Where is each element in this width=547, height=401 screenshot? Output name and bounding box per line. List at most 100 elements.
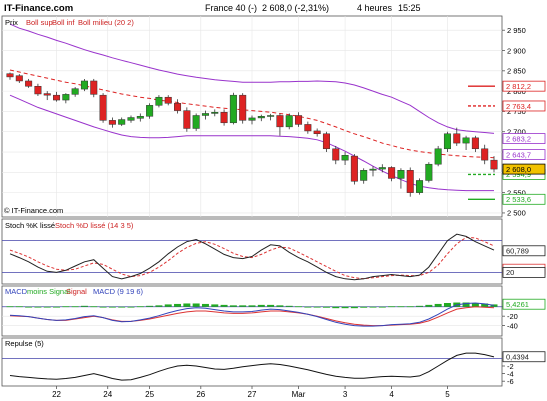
macd-histogram-bar [490, 304, 498, 307]
macd-histogram-bar [155, 305, 163, 307]
x-tick-label: 26 [196, 390, 205, 399]
candle-body [118, 119, 126, 125]
price-tick-label: 2 700 [507, 128, 526, 137]
macd-histogram-bar [388, 306, 396, 308]
candle-body [108, 120, 116, 125]
candle-body [136, 116, 144, 119]
stoch-value-label-box [502, 245, 546, 257]
candle-body [369, 168, 377, 171]
x-tick-label: 4 [389, 390, 394, 399]
macd-histogram-bar [174, 303, 182, 307]
momentum-panel [1, 337, 503, 387]
stochastic-panel [1, 218, 503, 285]
macd-histogram-bar [295, 306, 303, 308]
candle-body [53, 94, 61, 101]
macd-histogram-bar [90, 306, 98, 308]
macd-histogram-bar [313, 306, 321, 308]
candle-body [229, 94, 237, 124]
pivot-label: 2 812,2 [506, 82, 531, 91]
candle-body [62, 94, 70, 101]
candle-body [257, 116, 265, 119]
candle-body [350, 155, 358, 182]
price-tick-label: 2 550 [507, 188, 526, 197]
macd-histogram-bar [25, 306, 33, 308]
candle-body [397, 170, 405, 179]
bollinger-upper-line [9, 23, 495, 134]
macd-legend-params: MACD (9 19 6) [93, 287, 144, 296]
bollinger-middle-line [9, 69, 495, 159]
macd-histogram-bar [239, 305, 247, 307]
band-value-label-box [502, 133, 546, 144]
macd-histogram-bar [6, 306, 14, 308]
candle-body [43, 93, 51, 96]
macd-histogram-bar [53, 306, 61, 308]
macd-histogram-bar [369, 306, 377, 308]
macd-histogram-bar [425, 304, 433, 307]
macd-histogram-bar [211, 304, 219, 307]
candle-body [174, 103, 182, 111]
last-price-label-box [502, 163, 546, 175]
macd-histogram-bar [443, 303, 451, 307]
pivot-label: 2 533,6 [506, 195, 531, 204]
macd-histogram-bar [99, 306, 107, 308]
price-tick-label: 2 750 [507, 107, 526, 116]
macd-histogram-bar [248, 305, 256, 307]
candle-body [462, 137, 470, 144]
stoch-value-label-box [502, 266, 546, 278]
band-value-label: 2 643,7 [506, 150, 531, 159]
macd-histogram-bar [146, 305, 154, 307]
candle-body [425, 163, 433, 181]
candle-body [71, 88, 79, 95]
macd-histogram-bar [481, 303, 489, 307]
macd-tick-label: -40 [507, 321, 518, 330]
stoch-legend-k: Stoch %K lissé [5, 221, 55, 230]
macd-histogram-bar [304, 306, 312, 308]
momentum-tick-label: -2 [507, 362, 514, 371]
candle-body [267, 115, 275, 117]
band-value-label: 2 683,2 [506, 134, 531, 143]
candle-body [471, 137, 479, 150]
last-price: 2 608,0 (-2,31%) [262, 3, 329, 13]
pivot-label: 2 763,4 [506, 102, 531, 111]
x-tick-label: 25 [145, 390, 154, 399]
price-legend-prix: Prix [5, 18, 18, 27]
momentum-value-label-box [502, 351, 546, 363]
candle-body [285, 115, 293, 128]
price-tick-label: 2 850 [507, 67, 526, 76]
candle-body [481, 148, 489, 161]
macd-histogram-bar [229, 305, 237, 307]
macd-histogram-bar [34, 306, 42, 308]
momentum-line [9, 352, 495, 381]
macd-histogram-bar [285, 305, 293, 307]
momentum-layer: -2-4-6 0,4394 [2, 351, 546, 386]
momentum-value-label: 0,4394 [506, 353, 529, 362]
macd-histogram-bar [416, 305, 424, 307]
stoch-k-line [9, 233, 495, 281]
candle-body [388, 167, 396, 179]
candle-body [378, 167, 386, 170]
momentum-tick-label: -4 [507, 369, 514, 378]
candle-body [211, 111, 219, 114]
stoch-legend-d: Stoch %D lissé (14 3 5) [55, 221, 134, 230]
x-tick-label: 5 [445, 390, 450, 399]
candle-body [453, 133, 461, 144]
candle-body [6, 73, 14, 78]
momentum-legend: Repulse (5) [5, 339, 44, 348]
macd-histogram-bar [406, 306, 414, 308]
candle-body [25, 80, 33, 87]
macd-histogram-bar [462, 302, 470, 307]
macd-value-label: 5,4261 [506, 300, 529, 309]
macd-histogram-bar [360, 306, 368, 308]
candle-body [490, 159, 498, 170]
candle-body [322, 133, 330, 150]
candle-body [34, 85, 42, 95]
price-tick-label: 2 950 [507, 26, 526, 35]
candle-body [220, 111, 228, 124]
candle-body [276, 115, 284, 128]
price-tick-label: 2 900 [507, 46, 526, 55]
x-tick-label: 24 [103, 390, 112, 399]
candle-body [99, 94, 107, 121]
macd-histogram-bar [350, 306, 358, 309]
